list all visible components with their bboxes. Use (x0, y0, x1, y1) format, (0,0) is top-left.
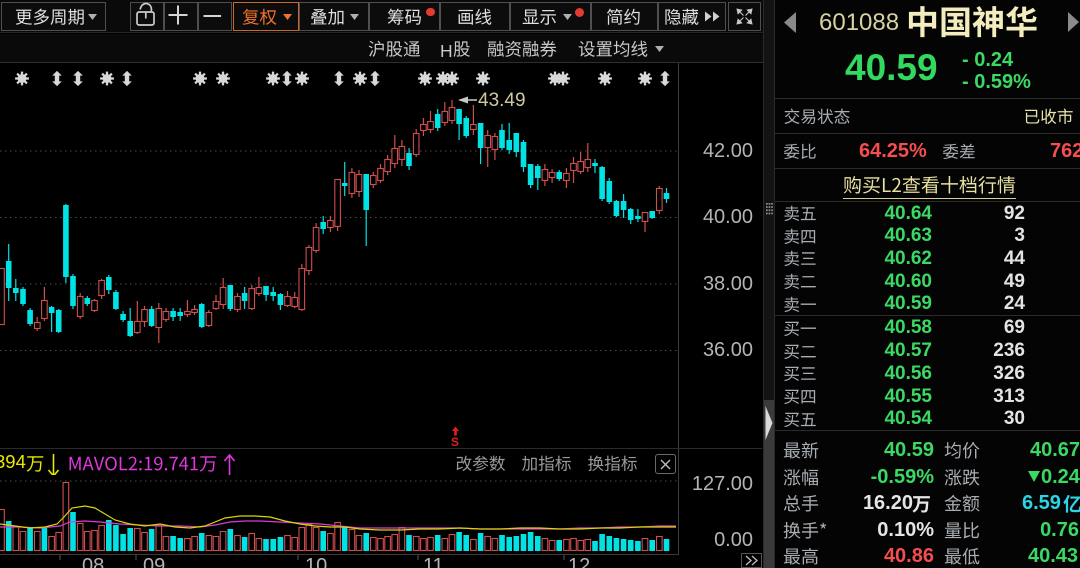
svg-text:43.49: 43.49 (478, 90, 526, 111)
svg-text:S: S (451, 435, 459, 449)
